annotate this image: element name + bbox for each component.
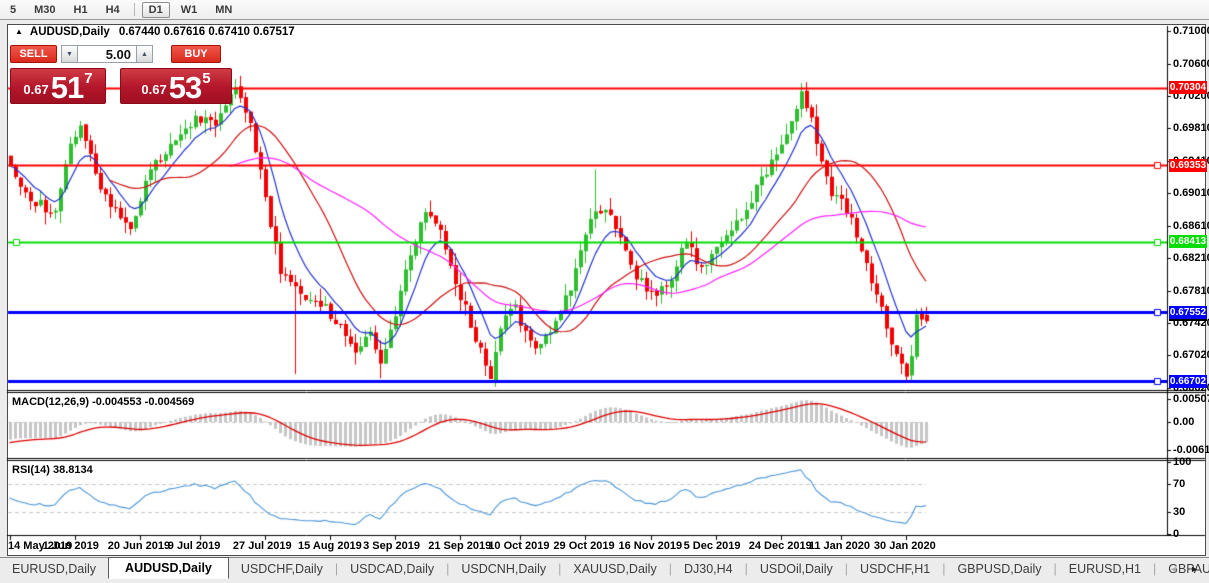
volume-decrease-button[interactable]: ▼ [61, 45, 78, 63]
tab-scroll-left-icon[interactable]: ◄ [1169, 563, 1179, 574]
chart-tab-xauusd-daily[interactable]: XAUUSD,Daily [573, 561, 657, 576]
tab-separator: | [446, 561, 450, 576]
buy-price-pip: 5 [202, 70, 211, 87]
chart-tab-usdchf-h1[interactable]: USDCHF,H1 [860, 561, 931, 576]
chart-tab-bar: EURUSD,Daily AUDUSD,Daily USDCHF,Daily | USD… [0, 557, 1209, 579]
trade-panel-collapse-icon[interactable]: ▲ [15, 27, 23, 36]
sell-button[interactable]: SELL [10, 45, 57, 63]
date-axis-label: 10 Oct 2019 [488, 540, 550, 552]
macd-scale-label: -0.006148 [1173, 443, 1209, 456]
chart-tab-gbpusd-daily[interactable]: GBPUSD,Daily [957, 561, 1042, 576]
sell-price-big: 51 [50, 70, 84, 105]
buy-price-big: 53 [168, 70, 202, 105]
sell-price-pip: 7 [84, 70, 93, 87]
date-axis-label: 24 Dec 2019 [748, 540, 812, 552]
chart-tab-audusd-daily[interactable]: AUDUSD,Daily [108, 557, 229, 579]
tab-separator: | [1053, 561, 1057, 576]
sell-price-button[interactable]: 0.67 51 7 [10, 68, 106, 104]
trade-panel-prices-row: 0.67 51 7 0.67 53 5 [10, 68, 236, 104]
buy-button[interactable]: BUY [171, 45, 221, 63]
timeframe-toolbar: 5 M30 H1 H4 D1 W1 MN [0, 0, 1209, 20]
timeframe-h1-button[interactable]: H1 [73, 3, 88, 16]
chevron-down-icon: ▼ [66, 50, 73, 58]
tab-scroll-arrows: ◄ ► [1169, 558, 1199, 579]
volume-input[interactable] [78, 45, 136, 63]
price-axis-tick-label: 0.67810 [1173, 284, 1209, 297]
level-price-label[interactable]: 0.67552 [1169, 305, 1207, 319]
tab-separator: | [942, 561, 946, 576]
tab-separator: | [844, 561, 849, 576]
chart-symbol-label: AUDUSD,Daily [29, 26, 110, 38]
date-axis-label: 1 Jun 2019 [42, 540, 99, 552]
tab-scroll-right-icon[interactable]: ► [1190, 563, 1199, 574]
chart-tab-dj30-h4[interactable]: DJ30,H4 [683, 561, 733, 576]
chart-tab-usdoil-daily[interactable]: USDOil,Daily [759, 561, 833, 576]
sell-price-prefix: 0.67 [23, 82, 49, 97]
macd-indicator-label: MACD(12,26,9) -0.004553 -0.004569 [12, 396, 195, 408]
tab-separator: | [1153, 561, 1157, 576]
buy-price-button[interactable]: 0.67 53 5 [120, 68, 232, 104]
chevron-up-icon: ▲ [141, 50, 148, 58]
date-axis-label: 20 Jun 2019 [107, 540, 171, 552]
date-axis-label: 15 Aug 2019 [298, 540, 362, 552]
rsi-scale-label: 0 [1173, 528, 1180, 540]
price-axis-tick-label: 0.69810 [1173, 121, 1209, 134]
level-price-label[interactable]: 0.69353 [1169, 158, 1207, 172]
level-price-label[interactable]: 0.68413 [1169, 235, 1207, 249]
date-axis-label: 29 Oct 2019 [553, 540, 615, 552]
price-axis-tick-label: 0.68210 [1173, 252, 1209, 265]
chart-tab-usdcad-daily[interactable]: USDCAD,Daily [350, 561, 435, 576]
trade-panel-controls-row: SELL ▼ ▲ BUY [10, 44, 236, 64]
price-axis-tick-label: 0.67020 [1173, 349, 1209, 362]
date-axis-label: 30 Jan 2020 [873, 540, 936, 552]
volume-increase-button[interactable]: ▲ [136, 45, 153, 63]
date-axis-label: 14 May 2019 [8, 540, 73, 552]
rsi-scale-label: 30 [1173, 506, 1186, 519]
level-price-label[interactable]: 0.66702 [1169, 374, 1207, 388]
price-axis-tick-label: 0.71000 [1173, 25, 1209, 37]
tab-separator: | [334, 561, 339, 576]
chart-tab-usdcnh-daily[interactable]: USDCNH,Daily [461, 561, 547, 576]
macd-scale-label: 0.00 [1173, 416, 1195, 428]
timeframe-w1-button[interactable]: W1 [180, 3, 198, 16]
tab-separator: | [744, 561, 748, 576]
date-axis-label: 27 Jul 2019 [232, 540, 292, 552]
chart-ohlc-header: ▲ AUDUSD,Daily 0.67440 0.67616 0.67410 0.6… [15, 26, 295, 38]
date-axis-label: 21 Sep 2019 [428, 540, 492, 552]
toolbar-separator [133, 3, 135, 16]
date-axis-label: 9 Jul 2019 [167, 540, 221, 552]
date-axis-label: 16 Nov 2019 [618, 540, 683, 552]
rsi-indicator-label: RSI(14) 38.8134 [12, 464, 93, 476]
date-axis-label: 5 Dec 2019 [683, 540, 741, 552]
price-axis-tick-label: 0.68610 [1173, 219, 1209, 232]
date-axis-label: 11 Jan 2020 [808, 540, 870, 552]
level-price-label[interactable]: 0.70304 [1169, 81, 1207, 95]
price-axis-tick-label: 0.69010 [1173, 187, 1209, 200]
chart-tab-gbpaud-h1[interactable]: GBPAUD,H1 [1168, 561, 1209, 576]
timeframe-h4-button[interactable]: H4 [105, 3, 120, 16]
macd-scale-label: 0.005076 [1173, 393, 1209, 406]
tab-separator: | [558, 561, 562, 576]
timeframe-m5-button[interactable]: 5 [10, 3, 17, 16]
timeframe-mn-button[interactable]: MN [215, 3, 233, 16]
rsi-scale-label: 70 [1173, 477, 1186, 490]
chart-ohlc-values: 0.67440 0.67616 0.67410 0.67517 [118, 26, 295, 38]
tab-separator: | [668, 561, 672, 576]
chart-tab-eurusd-daily[interactable]: EURUSD,Daily [12, 561, 97, 576]
timeframe-m30-button[interactable]: M30 [34, 3, 56, 16]
one-click-trading-panel: SELL ▼ ▲ BUY 0.67 51 7 0.67 53 5 [10, 44, 236, 104]
chart-tab-eurusd-h1[interactable]: EURUSD,H1 [1068, 561, 1141, 576]
rsi-scale-label: 100 [1173, 456, 1192, 468]
chart-tab-usdchf-daily[interactable]: USDCHF,Daily [240, 561, 323, 576]
price-axis-tick-label: 0.70600 [1173, 57, 1209, 70]
date-axis-label: 3 Sep 2019 [363, 540, 420, 552]
buy-price-prefix: 0.67 [141, 82, 167, 97]
timeframe-d1-button[interactable]: D1 [141, 1, 170, 18]
